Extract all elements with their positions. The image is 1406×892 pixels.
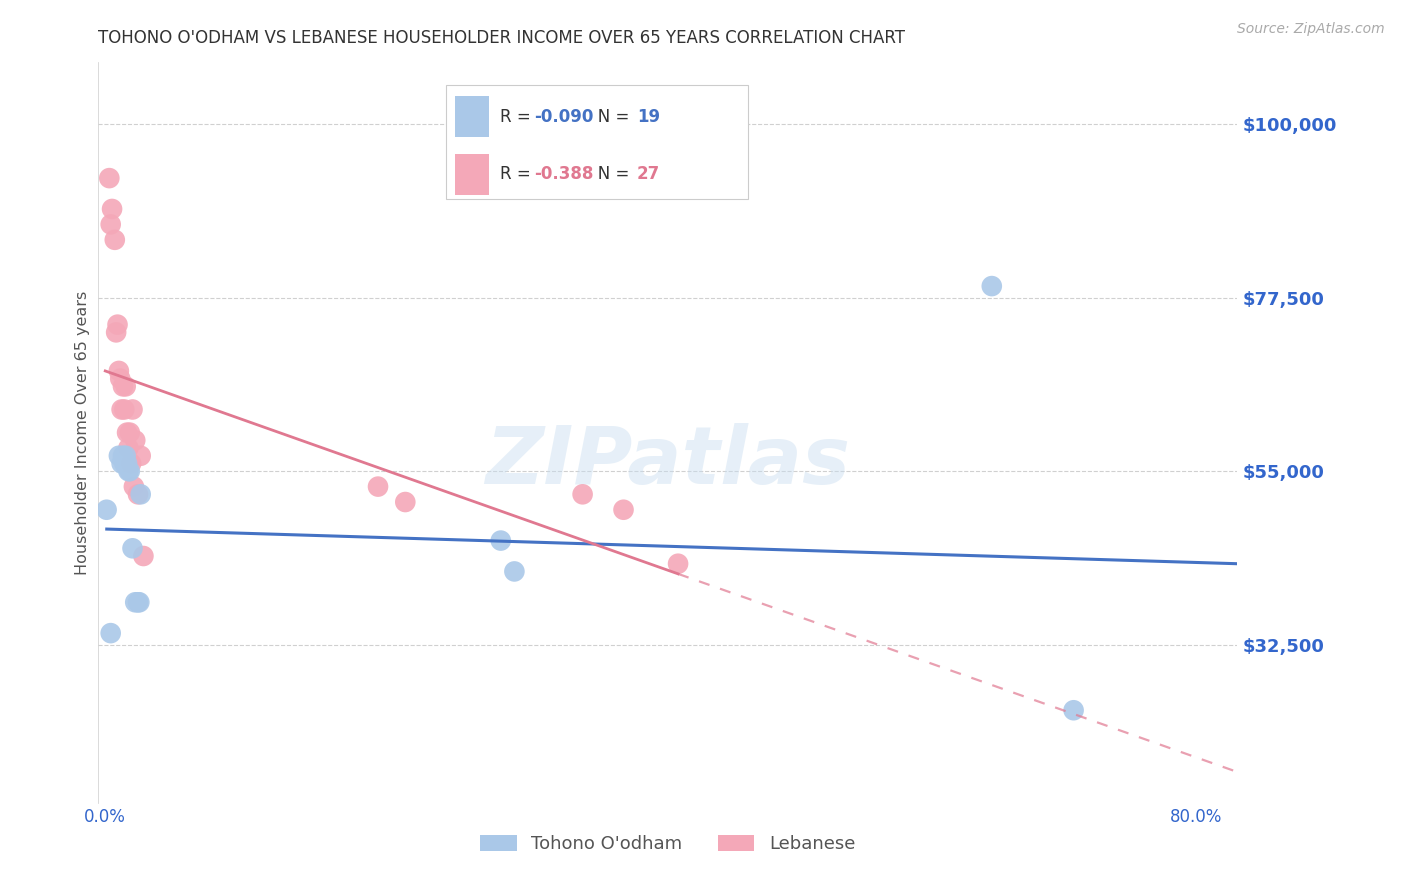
Point <box>503 565 526 579</box>
Point <box>128 595 150 609</box>
Point <box>96 502 118 516</box>
Text: Source: ZipAtlas.com: Source: ZipAtlas.com <box>1237 22 1385 37</box>
Point <box>110 371 132 385</box>
Point <box>666 557 689 571</box>
Point <box>105 326 128 340</box>
Point <box>122 480 145 494</box>
Point <box>104 233 127 247</box>
Point <box>1063 703 1085 717</box>
Text: R =: R = <box>501 165 537 183</box>
Point <box>489 533 512 548</box>
Point <box>111 379 134 393</box>
Point <box>124 434 146 448</box>
Text: N =: N = <box>582 108 636 126</box>
FancyBboxPatch shape <box>446 85 748 200</box>
Point <box>980 279 1002 293</box>
Text: -0.388: -0.388 <box>534 165 593 183</box>
Point <box>127 595 149 609</box>
Point <box>612 502 634 516</box>
Point <box>127 487 149 501</box>
Point <box>112 457 135 471</box>
Point <box>107 318 129 332</box>
Point <box>121 402 143 417</box>
Point <box>117 441 139 455</box>
Point <box>112 402 135 417</box>
Point <box>117 464 139 478</box>
Text: 27: 27 <box>637 165 661 183</box>
Point <box>115 457 138 471</box>
Point <box>108 449 131 463</box>
Point <box>101 202 124 216</box>
Point <box>110 457 132 471</box>
Text: R =: R = <box>501 108 537 126</box>
Point <box>114 379 136 393</box>
Point <box>367 480 389 494</box>
Point <box>394 495 416 509</box>
Point <box>110 402 132 417</box>
Point <box>114 449 136 463</box>
Point <box>108 364 131 378</box>
Point <box>124 595 146 609</box>
Point <box>115 425 138 440</box>
Point <box>571 487 593 501</box>
Point <box>132 549 155 563</box>
Point <box>120 457 142 471</box>
Point <box>100 626 122 640</box>
Text: ZIPatlas: ZIPatlas <box>485 423 851 501</box>
Y-axis label: Householder Income Over 65 years: Householder Income Over 65 years <box>75 291 90 574</box>
Point <box>98 171 121 186</box>
Point <box>129 487 152 501</box>
Point <box>111 449 134 463</box>
Text: 19: 19 <box>637 108 661 126</box>
Point <box>118 425 141 440</box>
Text: N =: N = <box>582 165 636 183</box>
Point <box>129 449 152 463</box>
Legend: Tohono O'odham, Lebanese: Tohono O'odham, Lebanese <box>474 828 862 861</box>
Point <box>118 464 141 478</box>
Text: TOHONO O'ODHAM VS LEBANESE HOUSEHOLDER INCOME OVER 65 YEARS CORRELATION CHART: TOHONO O'ODHAM VS LEBANESE HOUSEHOLDER I… <box>98 29 905 47</box>
Point <box>121 541 143 556</box>
Point <box>100 218 122 232</box>
FancyBboxPatch shape <box>456 96 489 137</box>
Text: -0.090: -0.090 <box>534 108 593 126</box>
FancyBboxPatch shape <box>456 153 489 194</box>
